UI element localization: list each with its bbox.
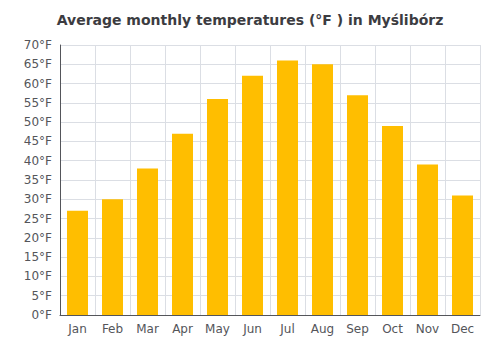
svg-text:60°F: 60°F (24, 77, 52, 91)
svg-text:35°F: 35°F (24, 173, 52, 187)
svg-text:Mar: Mar (136, 322, 159, 336)
svg-text:30°F: 30°F (24, 192, 52, 206)
svg-text:10°F: 10°F (24, 269, 52, 283)
svg-text:Aug: Aug (311, 322, 334, 336)
svg-text:Jul: Jul (279, 322, 294, 336)
svg-text:Jun: Jun (242, 322, 262, 336)
svg-text:Jan: Jan (67, 322, 87, 336)
svg-text:Apr: Apr (172, 322, 193, 336)
svg-text:40°F: 40°F (24, 154, 52, 168)
svg-text:45°F: 45°F (24, 134, 52, 148)
svg-text:0°F: 0°F (31, 308, 52, 322)
svg-text:70°F: 70°F (24, 38, 52, 52)
svg-text:May: May (205, 322, 230, 336)
svg-text:50°F: 50°F (24, 115, 52, 129)
svg-text:55°F: 55°F (24, 96, 52, 110)
svg-text:Oct: Oct (382, 322, 403, 336)
svg-text:Dec: Dec (451, 322, 474, 336)
svg-text:20°F: 20°F (24, 231, 52, 245)
svg-text:Average monthly temperatures (: Average monthly temperatures (°F ) in My… (57, 12, 444, 28)
svg-text:15°F: 15°F (24, 250, 52, 264)
svg-text:25°F: 25°F (24, 212, 52, 226)
svg-text:Sep: Sep (346, 322, 369, 336)
svg-text:Nov: Nov (416, 322, 439, 336)
svg-text:65°F: 65°F (24, 57, 52, 71)
svg-text:Feb: Feb (102, 322, 123, 336)
svg-text:5°F: 5°F (31, 289, 52, 303)
